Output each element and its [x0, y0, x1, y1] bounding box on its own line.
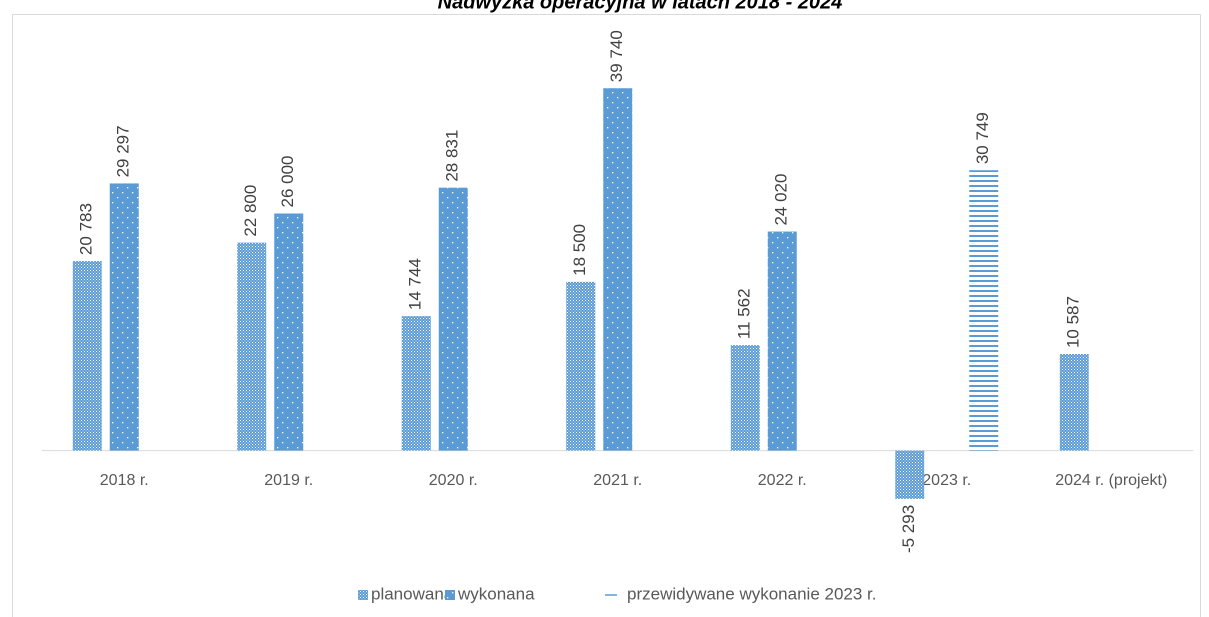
legend-label: wykonana [457, 584, 535, 603]
legend-label: przewidywane wykonanie 2023 r. [627, 584, 876, 603]
data-label: 22 800 [241, 185, 260, 237]
data-label: 18 500 [570, 224, 589, 276]
bar [274, 213, 304, 451]
x-tick-label: 2023 r. [922, 472, 971, 489]
x-tick-label: 2024 r. (projekt) [1055, 472, 1167, 489]
data-label: 11 562 [735, 288, 754, 339]
bar [109, 183, 139, 451]
bar [237, 242, 267, 451]
data-label: 30 749 [973, 112, 992, 164]
x-tick-label: 2018 r. [100, 472, 149, 489]
bar [767, 231, 797, 451]
data-label: 39 740 [607, 30, 626, 82]
legend-swatch [358, 590, 368, 600]
bar [438, 187, 468, 451]
chart-title: Nadwyżka operacyjna w latach 2018 - 2024 [438, 0, 843, 13]
x-tick-label: 2021 r. [593, 472, 642, 489]
bar [566, 281, 596, 451]
bar [401, 316, 431, 451]
x-tick-label: 2022 r. [758, 472, 807, 489]
legend-label: planowana [371, 584, 454, 603]
data-label: 14 744 [406, 258, 425, 310]
bar [72, 261, 102, 451]
data-label: 29 297 [114, 125, 133, 177]
bar [730, 345, 760, 451]
data-label: -5 293 [899, 505, 918, 553]
data-label: 26 000 [278, 155, 297, 207]
data-label: 10 587 [1064, 296, 1083, 348]
data-label: 20 783 [77, 203, 96, 255]
data-label: 24 020 [772, 174, 791, 226]
x-tick-label: 2020 r. [429, 472, 478, 489]
bar [969, 170, 999, 451]
x-tick-label: 2019 r. [264, 472, 313, 489]
bar [1059, 354, 1089, 451]
data-label: 28 831 [443, 130, 462, 182]
bar [895, 450, 925, 499]
legend-swatch [445, 590, 455, 600]
bar [603, 88, 633, 451]
